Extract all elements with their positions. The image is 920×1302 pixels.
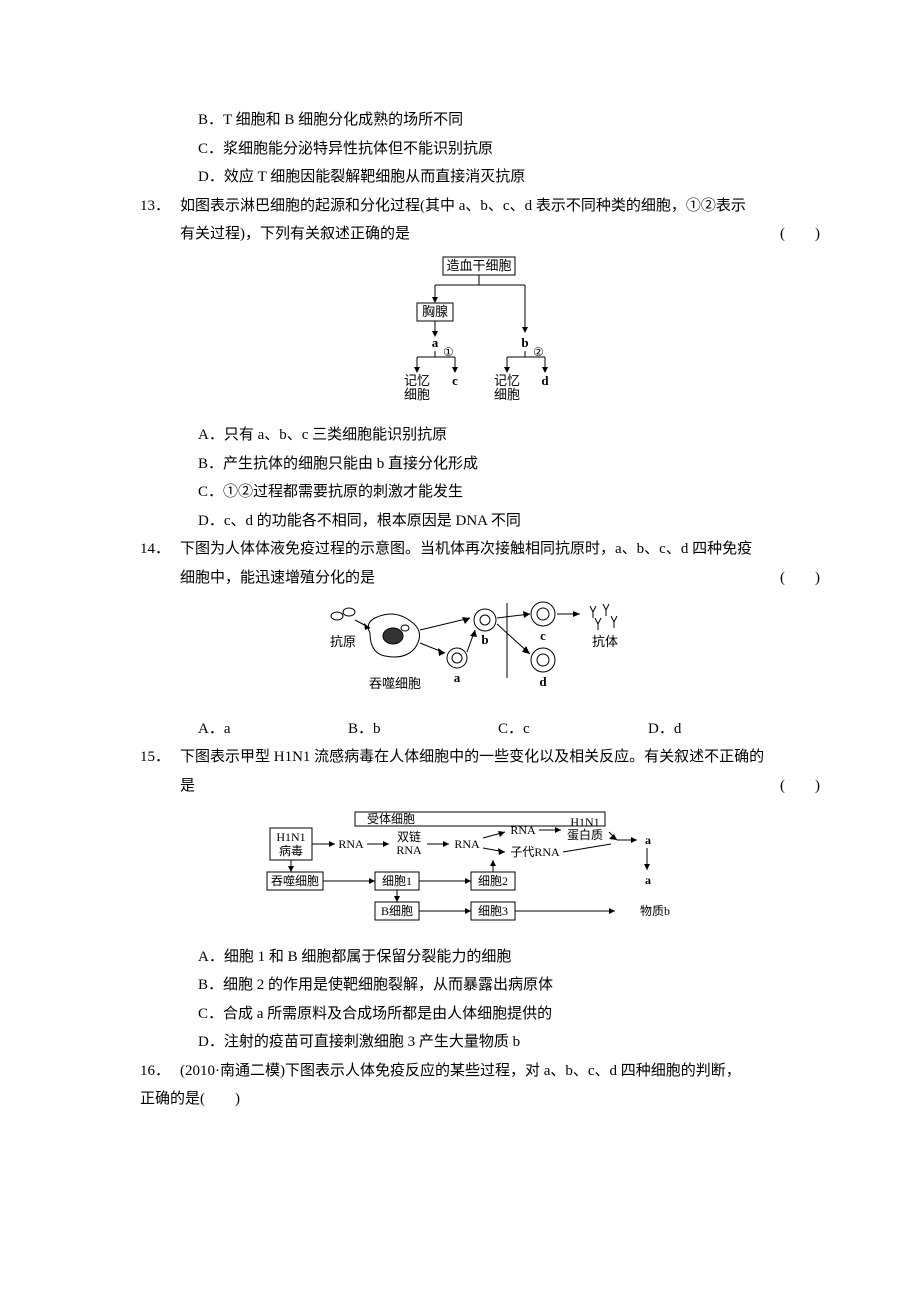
svg-text:B细胞: B细胞 <box>381 904 413 918</box>
q14-paren: ( ) <box>780 564 820 593</box>
svg-text:a: a <box>645 873 651 887</box>
q13-optC: C．①②过程都需要抗原的刺激才能发生 <box>180 478 820 507</box>
svg-text:病毒: 病毒 <box>279 843 303 858</box>
q12-optD: D．效应 T 细胞因能裂解靶细胞从而直接消灭抗原 <box>180 163 820 192</box>
svg-text:细胞: 细胞 <box>494 387 520 402</box>
q16-stem1: (2010·南通二模)下图表示人体免疫反应的某些过程，对 a、b、c、d 四种细… <box>180 1057 820 1086</box>
svg-text:d: d <box>539 674 547 689</box>
q15-optD: D．注射的疫苗可直接刺激细胞 3 产生大量物质 b <box>180 1028 820 1057</box>
q14-stem2: 细胞中，能迅速增殖分化的是 <box>180 570 375 586</box>
svg-text:a: a <box>454 670 461 685</box>
svg-text:细胞1: 细胞1 <box>382 874 412 888</box>
q12-optB: B．T 细胞和 B 细胞分化成熟的场所不同 <box>180 106 820 135</box>
q13-stem1: 如图表示淋巴细胞的起源和分化过程(其中 a、b、c、d 表示不同种类的细胞，①②… <box>180 192 820 221</box>
svg-text:b: b <box>481 632 488 647</box>
q12-optC: C．浆细胞能分泌特异性抗体但不能识别抗原 <box>180 135 820 164</box>
svg-text:吞噬细胞: 吞噬细胞 <box>369 676 421 691</box>
svg-text:b: b <box>521 335 528 350</box>
svg-text:RNA: RNA <box>338 837 364 851</box>
svg-text:RNA: RNA <box>510 823 536 837</box>
svg-text:H1N1: H1N1 <box>276 830 305 844</box>
q13-optA: A．只有 a、b、c 三类细胞能识别抗原 <box>180 421 820 450</box>
svg-text:细胞: 细胞 <box>404 387 430 402</box>
q13-stem2: 有关过程)，下列有关叙述正确的是 <box>180 226 410 242</box>
q13: 13． 如图表示淋巴细胞的起源和分化过程(其中 a、b、c、d 表示不同种类的细… <box>140 192 820 221</box>
q14-optD: D．d <box>648 715 798 744</box>
svg-text:c: c <box>540 628 546 643</box>
svg-text:②: ② <box>533 345 544 359</box>
q14-stem1: 下图为人体体液免疫过程的示意图。当机体再次接触相同抗原时，a、b、c、d 四种免… <box>180 535 820 564</box>
q14-stem2-row: 细胞中，能迅速增殖分化的是 ( ) <box>140 564 820 593</box>
q13-stem2-row: 有关过程)，下列有关叙述正确的是 ( ) <box>140 220 820 249</box>
svg-text:d: d <box>541 373 549 388</box>
q14-optA: A．a <box>198 715 348 744</box>
svg-text:蛋白质: 蛋白质 <box>567 827 603 842</box>
q15-num: 15． <box>140 743 180 772</box>
q15: 15． 下图表示甲型 H1N1 流感病毒在人体细胞中的一些变化以及相关反应。有关… <box>140 743 820 772</box>
svg-text:RNA: RNA <box>454 837 480 851</box>
svg-text:记忆: 记忆 <box>404 373 430 388</box>
svg-text:细胞2: 细胞2 <box>478 874 508 888</box>
q15-stem2: 是 <box>180 778 195 794</box>
q13-paren: ( ) <box>780 220 820 249</box>
svg-text:物质b: 物质b <box>640 904 670 918</box>
svg-text:受体细胞: 受体细胞 <box>367 812 415 826</box>
page: B．T 细胞和 B 细胞分化成熟的场所不同 C．浆细胞能分泌特异性抗体但不能识别… <box>0 0 920 1302</box>
svg-text:胸腺: 胸腺 <box>422 304 448 319</box>
svg-text:吞噬细胞: 吞噬细胞 <box>271 873 319 888</box>
svg-text:双链: 双链 <box>397 829 421 844</box>
q16-num: 16． <box>140 1057 180 1086</box>
svg-text:H1N1: H1N1 <box>570 815 599 829</box>
q15-optC: C．合成 a 所需原料及合成场所都是由人体细胞提供的 <box>180 1000 820 1029</box>
svg-text:RNA: RNA <box>396 843 422 857</box>
svg-text:子代RNA: 子代RNA <box>510 845 560 859</box>
svg-text:抗体: 抗体 <box>592 634 618 649</box>
svg-text:a: a <box>645 833 651 847</box>
svg-text:细胞3: 细胞3 <box>478 904 508 918</box>
svg-text:c: c <box>452 373 458 388</box>
q13-optB: B．产生抗体的细胞只能由 b 直接分化形成 <box>180 450 820 479</box>
svg-text:抗原: 抗原 <box>330 634 356 649</box>
q12-options: B．T 细胞和 B 细胞分化成熟的场所不同 C．浆细胞能分泌特异性抗体但不能识别… <box>140 106 820 192</box>
q14-optC: C．c <box>498 715 648 744</box>
q16: 16． (2010·南通二模)下图表示人体免疫反应的某些过程，对 a、b、c、d… <box>140 1057 820 1086</box>
q13-num: 13． <box>140 192 180 221</box>
q15-optB: B．细胞 2 的作用是使靶细胞裂解，从而暴露出病原体 <box>180 971 820 1000</box>
q14-optB: B．b <box>348 715 498 744</box>
q14-diagram: 抗原 吞噬细胞 a b <box>140 598 820 709</box>
svg-text:记忆: 记忆 <box>494 373 520 388</box>
svg-text:造血干细胞: 造血干细胞 <box>446 258 511 273</box>
q15-diagram: H1N1 病毒 受体细胞 RNA 双链 RNA RNA RNA H1N1 蛋白质… <box>140 806 820 937</box>
q16-stem2: 正确的是( ) <box>140 1085 820 1114</box>
svg-text:a: a <box>432 335 439 350</box>
q15-stem1: 下图表示甲型 H1N1 流感病毒在人体细胞中的一些变化以及相关反应。有关叙述不正… <box>180 743 820 772</box>
q14-num: 14． <box>140 535 180 564</box>
svg-text:①: ① <box>443 345 454 359</box>
q13-options: A．只有 a、b、c 三类细胞能识别抗原 B．产生抗体的细胞只能由 b 直接分化… <box>140 421 820 535</box>
q14-options: A．a B．b C．c D．d <box>140 715 820 744</box>
q13-diagram: 造血干细胞 胸腺 a b ① 记忆 细胞 c <box>140 255 820 416</box>
q15-options: A．细胞 1 和 B 细胞都属于保留分裂能力的细胞 B．细胞 2 的作用是使靶细… <box>140 943 820 1057</box>
q15-optA: A．细胞 1 和 B 细胞都属于保留分裂能力的细胞 <box>180 943 820 972</box>
q13-optD: D．c、d 的功能各不相同，根本原因是 DNA 不同 <box>180 507 820 536</box>
q15-stem2-row: 是 ( ) <box>140 772 820 801</box>
q14: 14． 下图为人体体液免疫过程的示意图。当机体再次接触相同抗原时，a、b、c、d… <box>140 535 820 564</box>
q15-paren: ( ) <box>780 772 820 801</box>
